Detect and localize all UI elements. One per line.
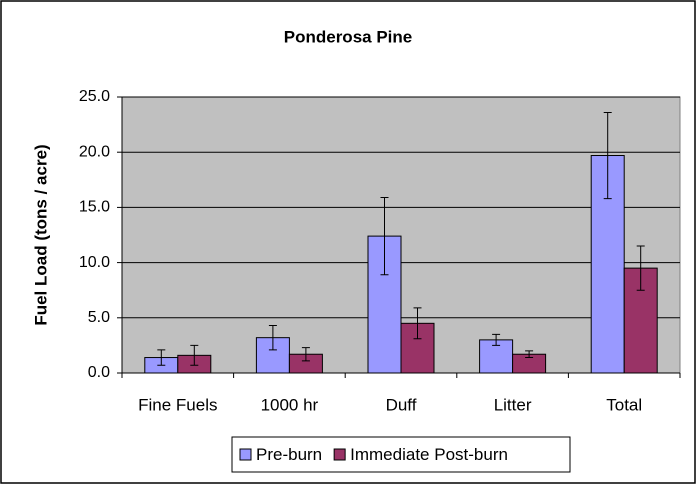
error-bar xyxy=(268,325,277,351)
x-tick-label: Litter xyxy=(494,395,532,414)
legend-label: Immediate Post-burn xyxy=(350,445,508,464)
error-bar xyxy=(413,307,422,340)
y-tick-label: 5.0 xyxy=(88,309,110,326)
chart-title: Ponderosa Pine xyxy=(284,27,412,46)
error-bar xyxy=(380,196,389,276)
x-tick-label: Total xyxy=(606,395,642,414)
y-tick-label: 25.0 xyxy=(79,88,110,105)
y-axis-label: Fuel Load (tons / acre) xyxy=(31,144,50,325)
bar xyxy=(367,235,402,374)
error-bar xyxy=(525,350,534,359)
error-bar xyxy=(492,333,501,346)
legend-swatch xyxy=(239,448,252,461)
legend-label: Pre-burn xyxy=(256,445,322,464)
y-tick-label: 10.0 xyxy=(79,254,110,271)
error-bar xyxy=(603,111,612,200)
y-tick-label: 20.0 xyxy=(79,143,110,160)
legend-box xyxy=(231,436,571,473)
error-bar xyxy=(301,347,310,362)
legend-swatch xyxy=(333,448,346,461)
x-tick-label: Fine Fuels xyxy=(138,395,217,414)
y-tick-label: 0.0 xyxy=(88,364,110,381)
error-bar xyxy=(190,344,199,366)
y-tick-label: 15.0 xyxy=(79,199,110,216)
error-bar xyxy=(636,245,645,291)
error-bar xyxy=(157,349,166,366)
x-tick-label: 1000 hr xyxy=(261,395,319,414)
x-tick-label: Duff xyxy=(386,395,417,414)
